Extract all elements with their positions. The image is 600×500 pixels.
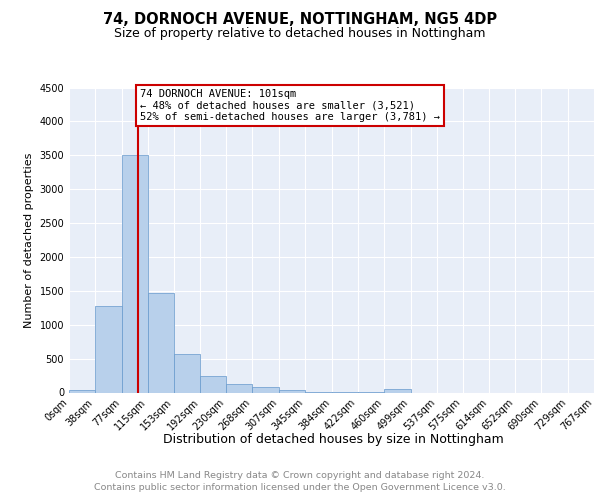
Bar (384, 389, 410, 392)
Text: Size of property relative to detached houses in Nottingham: Size of property relative to detached ho… (114, 28, 486, 40)
Bar (253, 387, 279, 392)
Bar (226, 384, 253, 392)
Bar (200, 376, 226, 392)
Text: Contains HM Land Registry data © Crown copyright and database right 2024.
Contai: Contains HM Land Registry data © Crown c… (94, 471, 506, 492)
Text: Distribution of detached houses by size in Nottingham: Distribution of detached houses by size … (163, 432, 503, 446)
Text: 74, DORNOCH AVENUE, NOTTINGHAM, NG5 4DP: 74, DORNOCH AVENUE, NOTTINGHAM, NG5 4DP (103, 12, 497, 28)
Bar (95, 306, 122, 392)
Y-axis label: Number of detached properties: Number of detached properties (24, 152, 34, 328)
Bar (148, 293, 174, 392)
Bar (279, 390, 305, 392)
Bar (69, 390, 95, 392)
Bar (122, 156, 148, 392)
Text: 74 DORNOCH AVENUE: 101sqm
← 48% of detached houses are smaller (3,521)
52% of se: 74 DORNOCH AVENUE: 101sqm ← 48% of detac… (140, 89, 440, 122)
Bar (174, 354, 200, 393)
